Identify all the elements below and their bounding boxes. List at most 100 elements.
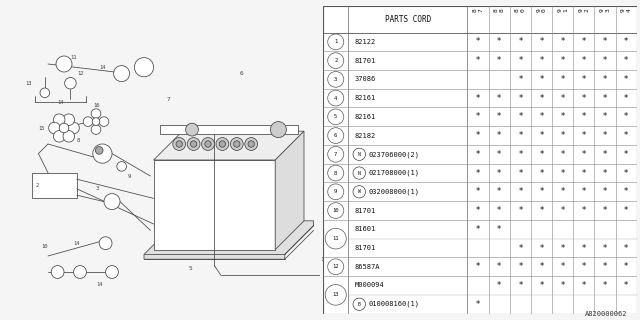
- Text: *: *: [561, 75, 565, 84]
- Circle shape: [68, 122, 79, 134]
- Circle shape: [176, 141, 182, 147]
- Text: *: *: [624, 112, 628, 121]
- Text: 12: 12: [333, 264, 339, 269]
- Text: *: *: [603, 37, 607, 46]
- Polygon shape: [32, 173, 77, 198]
- Circle shape: [56, 56, 72, 72]
- Circle shape: [219, 141, 226, 147]
- Text: *: *: [497, 281, 501, 290]
- Text: 8
8: 8 8: [494, 9, 504, 12]
- Text: *: *: [561, 93, 565, 103]
- Text: *: *: [497, 187, 501, 196]
- Text: *: *: [518, 262, 522, 271]
- Circle shape: [99, 237, 112, 250]
- Circle shape: [248, 141, 255, 147]
- Text: 8: 8: [334, 171, 337, 176]
- Text: *: *: [582, 93, 586, 103]
- Circle shape: [173, 138, 186, 150]
- Text: *: *: [497, 150, 501, 159]
- Text: *: *: [561, 37, 565, 46]
- Circle shape: [328, 71, 344, 87]
- Text: *: *: [540, 56, 543, 65]
- Text: 13: 13: [333, 292, 339, 297]
- Text: *: *: [561, 56, 565, 65]
- Text: 8
7: 8 7: [472, 9, 483, 12]
- Text: 6: 6: [334, 133, 337, 138]
- Circle shape: [271, 122, 287, 138]
- Text: 11: 11: [333, 236, 339, 241]
- Text: *: *: [603, 281, 607, 290]
- Text: *: *: [603, 93, 607, 103]
- Text: *: *: [603, 169, 607, 178]
- Text: *: *: [540, 131, 543, 140]
- Text: *: *: [497, 93, 501, 103]
- Text: *: *: [518, 131, 522, 140]
- Text: *: *: [624, 37, 628, 46]
- Text: *: *: [518, 93, 522, 103]
- Circle shape: [234, 141, 240, 147]
- Text: *: *: [476, 169, 480, 178]
- Text: 023706000(2): 023706000(2): [369, 151, 420, 157]
- Text: *: *: [582, 37, 586, 46]
- Text: *: *: [603, 112, 607, 121]
- Text: *: *: [561, 281, 565, 290]
- Text: *: *: [476, 187, 480, 196]
- Circle shape: [328, 165, 344, 181]
- Text: *: *: [624, 281, 628, 290]
- Circle shape: [186, 123, 198, 136]
- Text: 81701: 81701: [355, 208, 376, 213]
- Text: 11: 11: [70, 55, 77, 60]
- Circle shape: [54, 131, 65, 142]
- Circle shape: [328, 203, 344, 219]
- Text: PARTS CORD: PARTS CORD: [385, 15, 431, 24]
- Text: *: *: [582, 244, 586, 252]
- Circle shape: [328, 147, 344, 162]
- Text: *: *: [497, 262, 501, 271]
- Text: N: N: [358, 152, 361, 157]
- Circle shape: [92, 118, 100, 125]
- Text: 14: 14: [74, 241, 80, 246]
- Text: *: *: [561, 262, 565, 271]
- Text: *: *: [540, 281, 543, 290]
- Text: *: *: [624, 169, 628, 178]
- Circle shape: [353, 298, 365, 310]
- Text: *: *: [603, 262, 607, 271]
- Text: *: *: [540, 75, 543, 84]
- Text: *: *: [540, 187, 543, 196]
- Text: 10: 10: [42, 244, 48, 249]
- Text: *: *: [476, 225, 480, 234]
- Polygon shape: [160, 125, 298, 134]
- Circle shape: [93, 144, 112, 163]
- Text: 9
3: 9 3: [600, 9, 611, 12]
- Text: 82161: 82161: [355, 95, 376, 101]
- Text: *: *: [624, 187, 628, 196]
- Circle shape: [40, 88, 50, 98]
- Text: 1: 1: [334, 39, 337, 44]
- Circle shape: [60, 123, 69, 133]
- Circle shape: [106, 266, 118, 278]
- Text: 14: 14: [99, 65, 106, 70]
- Text: *: *: [603, 206, 607, 215]
- Circle shape: [74, 266, 86, 278]
- Text: *: *: [540, 37, 543, 46]
- Text: *: *: [540, 206, 543, 215]
- Text: *: *: [582, 206, 586, 215]
- Text: *: *: [582, 187, 586, 196]
- Text: *: *: [624, 206, 628, 215]
- Text: 9
1: 9 1: [557, 9, 568, 12]
- Text: A820000062: A820000062: [585, 311, 627, 317]
- Text: *: *: [582, 75, 586, 84]
- Text: *: *: [561, 206, 565, 215]
- Text: 4: 4: [326, 97, 330, 102]
- Text: 37086: 37086: [355, 76, 376, 82]
- Text: *: *: [497, 169, 501, 178]
- Text: 82122: 82122: [355, 39, 376, 45]
- Text: *: *: [582, 169, 586, 178]
- Text: 5: 5: [334, 114, 337, 119]
- Text: *: *: [603, 150, 607, 159]
- Text: 2: 2: [334, 58, 337, 63]
- Text: 7: 7: [166, 97, 170, 102]
- Text: *: *: [497, 131, 501, 140]
- Text: *: *: [582, 262, 586, 271]
- Text: *: *: [582, 131, 586, 140]
